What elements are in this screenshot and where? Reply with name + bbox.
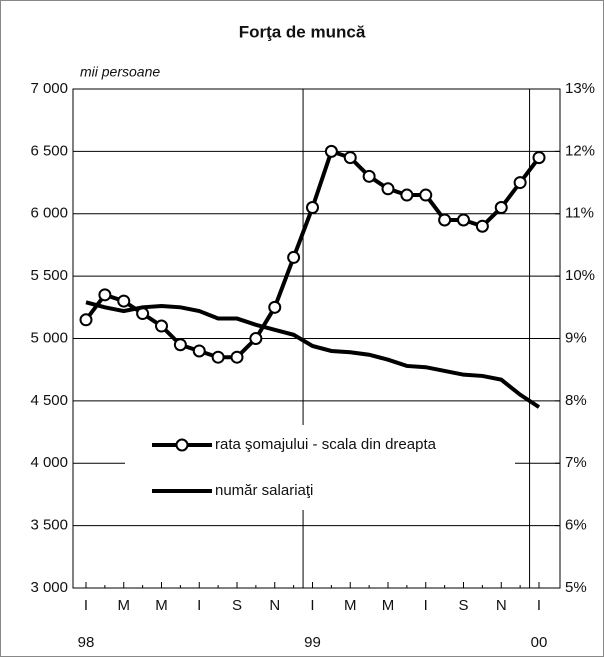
legend-marker <box>175 438 189 452</box>
x-tick-label: M <box>382 597 395 614</box>
year-label: 00 <box>531 634 548 651</box>
series-marker <box>79 313 93 327</box>
x-tick-label: I <box>84 597 88 614</box>
y-tick-label: 4 500 <box>30 392 68 409</box>
year-label: 98 <box>78 634 95 651</box>
y-tick-label: 6 000 <box>30 205 68 222</box>
series-marker <box>306 201 319 215</box>
y-tick-label: 7 000 <box>30 80 68 97</box>
y-tick-label: 3 000 <box>30 579 68 596</box>
series-marker <box>173 338 187 352</box>
series-marker <box>457 213 470 227</box>
y2-tick-label: 11% <box>565 205 594 222</box>
x-tick-label: I <box>197 597 201 614</box>
y2-tick-label: 13% <box>565 80 595 97</box>
x-tick-label: N <box>496 597 507 614</box>
series-marker <box>494 201 508 215</box>
x-tick-label: N <box>269 597 280 614</box>
legend-label: rata şomajului - scala din dreapta <box>215 436 437 453</box>
series-marker <box>268 300 282 314</box>
x-tick-label: S <box>232 597 242 614</box>
series-marker <box>438 213 452 227</box>
x-tick-label: I <box>310 597 314 614</box>
y-tick-label: 4 000 <box>30 454 68 471</box>
y-tick-label: 5 500 <box>30 267 68 284</box>
series-marker <box>98 288 112 302</box>
y-tick-label: 6 500 <box>30 142 68 159</box>
series-marker <box>513 176 527 190</box>
y2-tick-label: 12% <box>565 142 595 159</box>
y2-tick-label: 8% <box>565 392 587 409</box>
y-tick-label: 3 500 <box>30 517 68 534</box>
y2-tick-label: 7% <box>565 454 587 471</box>
series-marker <box>400 188 414 202</box>
y2-tick-label: 10% <box>565 267 595 284</box>
series-marker <box>117 294 131 308</box>
y-tick-label: 5 000 <box>30 329 68 346</box>
series-marker <box>287 250 301 264</box>
y2-tick-label: 9% <box>565 329 587 346</box>
x-tick-label: M <box>118 597 131 614</box>
y-axis-label: mii persoane <box>80 64 160 80</box>
x-tick-label: I <box>424 597 428 614</box>
chart-title: Forţa de muncă <box>239 22 366 41</box>
series-marker <box>211 350 225 364</box>
series-line <box>85 300 541 409</box>
series-marker <box>249 332 263 345</box>
series-marker <box>343 151 357 165</box>
legend-box <box>125 425 515 510</box>
x-tick-label: S <box>458 597 468 614</box>
series-marker <box>381 182 395 196</box>
series-marker <box>419 188 433 202</box>
series-marker <box>475 219 489 233</box>
legend-label: număr salariaţi <box>215 482 313 499</box>
series-marker <box>192 344 206 358</box>
x-tick-label: I <box>537 597 541 614</box>
x-tick-label: M <box>155 597 168 614</box>
series-marker <box>324 144 338 158</box>
y2-tick-label: 5% <box>565 579 587 596</box>
series-marker <box>230 350 244 364</box>
year-label: 99 <box>304 634 321 651</box>
y2-tick-label: 6% <box>565 517 587 534</box>
series-marker <box>155 319 168 333</box>
plot-frame <box>72 88 561 589</box>
series-marker <box>362 169 376 183</box>
series-marker <box>532 151 546 165</box>
x-tick-label: M <box>344 597 357 614</box>
